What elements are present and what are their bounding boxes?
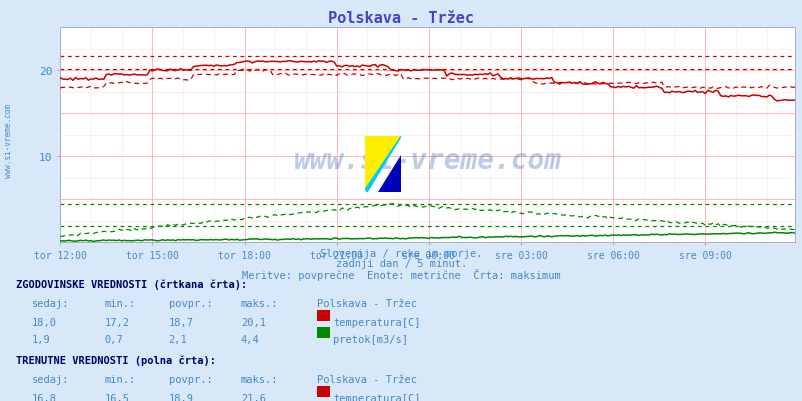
Text: zadnji dan / 5 minut.: zadnji dan / 5 minut. <box>335 259 467 269</box>
Text: 20,1: 20,1 <box>241 317 265 327</box>
Text: min.:: min.: <box>104 374 136 384</box>
Text: 18,7: 18,7 <box>168 317 193 327</box>
Text: maks.:: maks.: <box>241 374 278 384</box>
Text: temperatura[C]: temperatura[C] <box>333 317 420 327</box>
Text: povpr.:: povpr.: <box>168 298 212 308</box>
Text: www.si-vreme.com: www.si-vreme.com <box>294 147 561 175</box>
Text: temperatura[C]: temperatura[C] <box>333 393 420 401</box>
Text: povpr.:: povpr.: <box>168 374 212 384</box>
Text: TRENUTNE VREDNOSTI (polna črta):: TRENUTNE VREDNOSTI (polna črta): <box>16 355 216 365</box>
Text: sedaj:: sedaj: <box>32 374 70 384</box>
Text: 0,7: 0,7 <box>104 334 123 344</box>
Text: 1,9: 1,9 <box>32 334 51 344</box>
Text: Polskava - Tržec: Polskava - Tržec <box>317 374 417 384</box>
Text: sedaj:: sedaj: <box>32 298 70 308</box>
Text: www.si-vreme.com: www.si-vreme.com <box>3 103 13 177</box>
Text: 16,5: 16,5 <box>104 393 129 401</box>
Text: ZGODOVINSKE VREDNOSTI (črtkana črta):: ZGODOVINSKE VREDNOSTI (črtkana črta): <box>16 279 247 289</box>
Text: maks.:: maks.: <box>241 298 278 308</box>
Text: 2,1: 2,1 <box>168 334 187 344</box>
Text: 18,0: 18,0 <box>32 317 57 327</box>
Text: Polskava - Tržec: Polskava - Tržec <box>328 11 474 26</box>
Text: pretok[m3/s]: pretok[m3/s] <box>333 334 407 344</box>
Text: 17,2: 17,2 <box>104 317 129 327</box>
Text: 21,6: 21,6 <box>241 393 265 401</box>
Text: min.:: min.: <box>104 298 136 308</box>
Polygon shape <box>378 156 401 192</box>
Text: Slovenija / reke in morje.: Slovenija / reke in morje. <box>320 249 482 259</box>
Text: Meritve: povprečne  Enote: metrične  Črta: maksimum: Meritve: povprečne Enote: metrične Črta:… <box>242 269 560 281</box>
Text: 16,8: 16,8 <box>32 393 57 401</box>
Polygon shape <box>365 136 401 192</box>
Text: Polskava - Tržec: Polskava - Tržec <box>317 298 417 308</box>
Polygon shape <box>365 136 401 190</box>
Text: 18,9: 18,9 <box>168 393 193 401</box>
Text: 4,4: 4,4 <box>241 334 259 344</box>
